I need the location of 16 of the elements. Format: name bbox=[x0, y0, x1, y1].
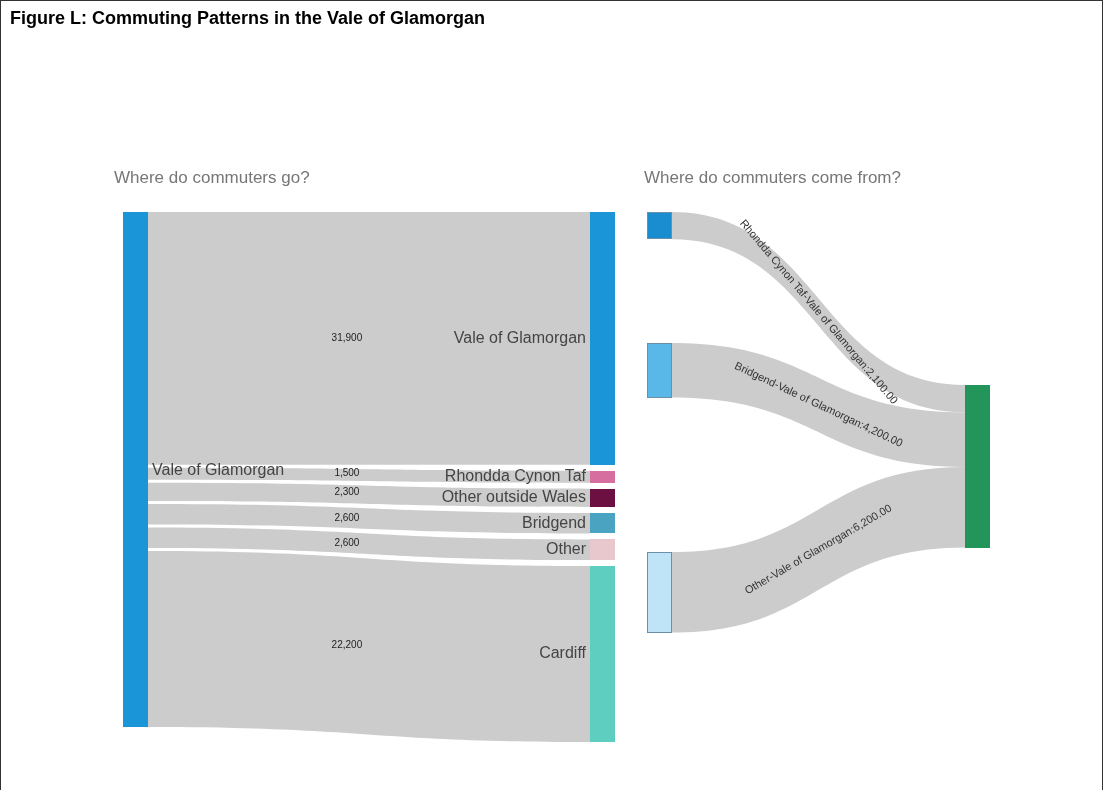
data-label: 31,900 bbox=[331, 332, 363, 344]
data-label: 2,300 bbox=[334, 486, 360, 498]
text: Vale of Glamorgan bbox=[152, 461, 285, 479]
category-label: Bridgend bbox=[521, 513, 586, 531]
category-label: Rhondda Cynon Taf bbox=[444, 467, 587, 485]
text: Figure L: Commuting Patterns in the Vale of Glamorgan bbox=[10, 8, 486, 29]
text: Where do commuters come from? bbox=[644, 168, 901, 188]
category-label: Vale of Glamorgan bbox=[453, 328, 586, 346]
category-label: Cardiff bbox=[539, 644, 587, 662]
data-label: 1,500 bbox=[334, 466, 360, 478]
data-label: 2,600 bbox=[334, 511, 360, 523]
text: Where do commuters go? bbox=[114, 168, 310, 188]
category-label: Other bbox=[545, 540, 587, 558]
data-label: 2,600 bbox=[334, 536, 360, 548]
data-label: 22,200 bbox=[331, 639, 363, 651]
category-label: Other outside Wales bbox=[441, 488, 586, 506]
